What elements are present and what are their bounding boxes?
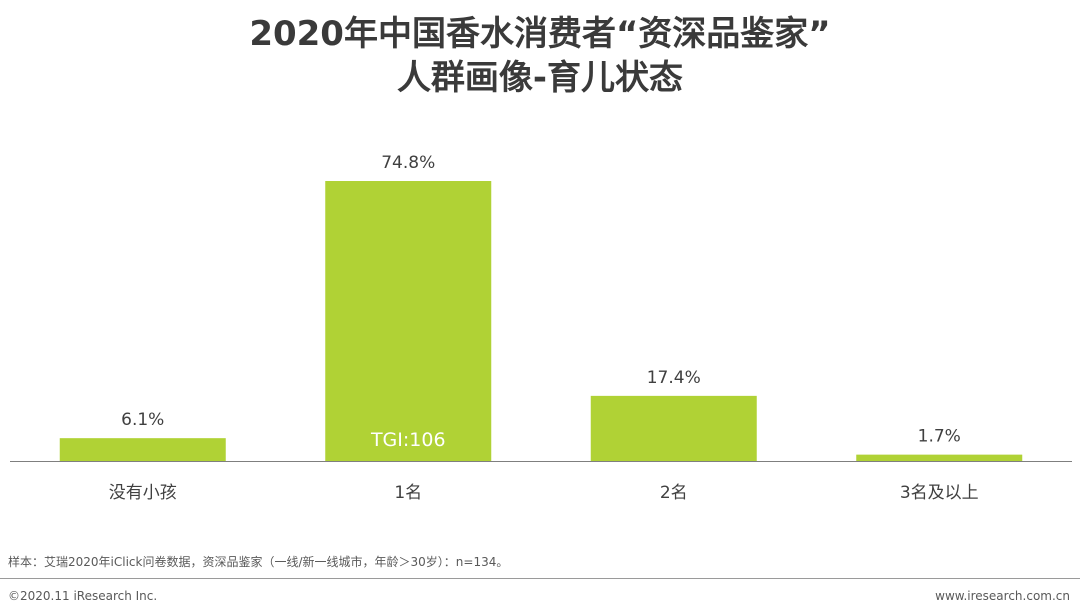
- website-link[interactable]: www.iresearch.com.cn: [935, 589, 1070, 603]
- category-label: 没有小孩: [109, 483, 177, 503]
- chart-title-line1: 2020年中国香水消费者“资深品鉴家”: [249, 14, 831, 54]
- bar: [325, 181, 492, 461]
- data-label: 1.7%: [918, 427, 961, 447]
- sample-note: 样本：艾瑞2020年iClick问卷数据，资深品鉴家（一线/新一线城市，年龄＞3…: [8, 555, 509, 569]
- tgi-annotation: TGI:106: [370, 429, 446, 451]
- data-label: 74.8%: [381, 153, 435, 173]
- copyright-text: ©2020.11 iResearch Inc.: [8, 589, 158, 603]
- data-label: 6.1%: [121, 410, 164, 430]
- bar: [59, 438, 226, 461]
- data-label: 17.4%: [647, 368, 701, 388]
- bar: [856, 454, 1023, 461]
- footer-divider: [0, 578, 1080, 579]
- chart-title-line2: 人群画像-育儿状态: [396, 58, 684, 98]
- category-label: 2名: [660, 483, 688, 503]
- category-label: 1名: [394, 483, 422, 503]
- category-label: 3名及以上: [900, 483, 979, 503]
- chart-title: 2020年中国香水消费者“资深品鉴家” 人群画像-育儿状态: [0, 12, 1080, 100]
- bar: [590, 395, 757, 461]
